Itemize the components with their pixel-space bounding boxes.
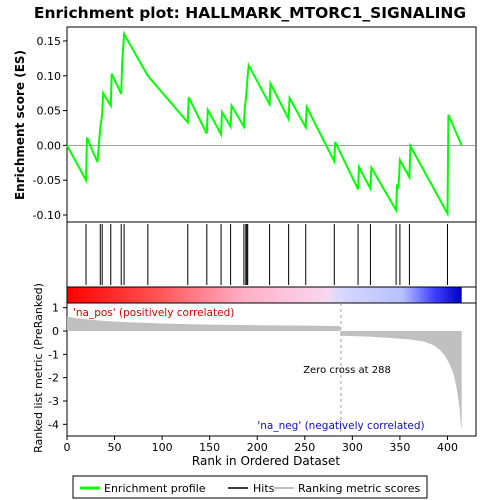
hit-marks bbox=[85, 224, 448, 285]
es-y-axis-label: Enrichment score (ES) bbox=[13, 50, 27, 200]
chart-title: Enrichment plot: HALLMARK_MTORC1_SIGNALI… bbox=[34, 4, 466, 22]
metric-y-tick-label: 1 bbox=[52, 302, 59, 315]
x-tick-label: 0 bbox=[64, 441, 71, 454]
x-tick-label: 100 bbox=[152, 441, 173, 454]
x-tick-label: 50 bbox=[108, 441, 122, 454]
es-y-tick-label: 0.10 bbox=[37, 70, 62, 83]
zero-cross-label: Zero cross at 288 bbox=[303, 365, 391, 376]
metric-panel: 1 0 -1 -2 -3 -4 'na_pos' (positively correlat… bbox=[32, 283, 477, 453]
es-plot-area bbox=[66, 26, 477, 223]
rank-color-bar bbox=[66, 286, 477, 304]
metric-y-tick-label: -1 bbox=[48, 348, 59, 361]
rank-gradient bbox=[67, 287, 462, 303]
x-tick-label: 200 bbox=[247, 441, 268, 454]
x-tick-label: 150 bbox=[199, 441, 220, 454]
hits-area bbox=[66, 221, 477, 288]
metric-y-tick-label: 0 bbox=[52, 325, 59, 338]
es-y-tick-label: 0.05 bbox=[37, 105, 62, 118]
es-y-tick-label: 0.00 bbox=[37, 139, 62, 152]
metric-y-axis-label: Ranked list metric (PreRanked) bbox=[32, 283, 45, 453]
es-profile-line bbox=[66, 30, 463, 218]
x-axis-label: Rank in Ordered Dataset bbox=[192, 454, 340, 468]
metric-y-tick-label: -2 bbox=[48, 372, 59, 385]
x-tick-label: 250 bbox=[294, 441, 315, 454]
x-tick-label: 400 bbox=[437, 441, 458, 454]
legend-hits-label: Hits bbox=[253, 482, 275, 495]
es-y-tick-label: -0.10 bbox=[33, 209, 61, 222]
x-axis: 0 50 100 150 200 250 300 350 400 bbox=[64, 436, 458, 454]
es-y-tick-label: -0.05 bbox=[33, 174, 61, 187]
hits-panel bbox=[66, 221, 477, 288]
metric-y-tick-label: -3 bbox=[48, 395, 59, 408]
x-tick-label: 350 bbox=[389, 441, 410, 454]
metric-area bbox=[67, 316, 462, 429]
legend-metric-label: Ranking metric scores bbox=[298, 482, 420, 495]
es-y-axis: -0.10 -0.05 0.00 0.05 0.10 0.15 bbox=[33, 35, 67, 222]
legend-box bbox=[72, 475, 428, 499]
metric-y-tick-label: -4 bbox=[48, 418, 59, 431]
x-tick-label: 300 bbox=[342, 441, 363, 454]
neg-label: 'na_neg' (negatively correlated) bbox=[257, 420, 424, 432]
es-panel: -0.10 -0.05 0.00 0.05 0.10 0.15 Enrichment sc… bbox=[13, 26, 477, 223]
metric-y-axis: 1 0 -1 -2 -3 -4 bbox=[48, 302, 67, 431]
pos-label: 'na_pos' (positively correlated) bbox=[73, 307, 234, 319]
legend-profile-label: Enrichment profile bbox=[104, 482, 206, 495]
legend: Enrichment profile Hits Ranking metric s… bbox=[72, 475, 428, 499]
es-y-tick-label: 0.15 bbox=[37, 35, 62, 48]
